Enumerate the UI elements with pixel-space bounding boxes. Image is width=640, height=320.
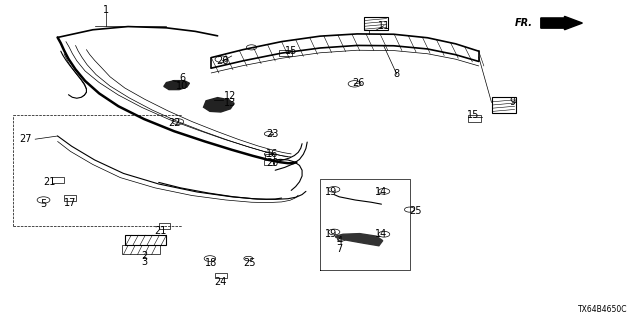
Text: 18: 18 — [205, 258, 218, 268]
Bar — [364, 17, 388, 30]
Text: 8: 8 — [394, 69, 400, 79]
Text: 6: 6 — [179, 73, 186, 84]
FancyArrow shape — [541, 16, 582, 30]
Text: 15: 15 — [285, 46, 298, 56]
Text: 5: 5 — [40, 199, 47, 209]
Bar — [264, 160, 274, 165]
Bar — [215, 273, 227, 278]
Text: 27: 27 — [19, 134, 32, 144]
Text: 12: 12 — [224, 91, 237, 101]
Text: 4: 4 — [336, 236, 342, 246]
Bar — [64, 195, 76, 201]
Text: 2: 2 — [141, 251, 147, 261]
Text: 19: 19 — [325, 187, 338, 197]
Text: 14: 14 — [374, 187, 387, 197]
Text: 26: 26 — [352, 78, 365, 88]
Text: 17: 17 — [64, 198, 77, 208]
Text: 3: 3 — [141, 257, 147, 268]
Bar — [279, 50, 292, 56]
Text: 16: 16 — [266, 149, 278, 159]
Text: FR.: FR. — [515, 18, 533, 28]
Text: 24: 24 — [214, 276, 227, 287]
Bar — [468, 115, 481, 122]
Text: 20: 20 — [266, 157, 278, 168]
Text: TX64B4650C: TX64B4650C — [578, 305, 627, 314]
Polygon shape — [204, 98, 234, 112]
Text: 10: 10 — [176, 81, 189, 92]
Text: 21: 21 — [44, 177, 56, 188]
Text: 25: 25 — [243, 258, 256, 268]
Text: 11: 11 — [378, 20, 390, 31]
Text: 22: 22 — [168, 118, 180, 128]
Text: 7: 7 — [336, 244, 342, 254]
Bar — [159, 223, 170, 229]
Text: 1: 1 — [102, 4, 109, 15]
Text: 26: 26 — [216, 56, 229, 66]
Bar — [492, 97, 516, 113]
Text: 14: 14 — [374, 229, 387, 239]
Text: 21: 21 — [154, 226, 166, 236]
Text: 9: 9 — [509, 97, 515, 108]
Text: 15: 15 — [467, 110, 480, 120]
Text: 25: 25 — [410, 206, 422, 216]
Bar — [265, 154, 274, 159]
Bar — [52, 177, 64, 183]
Polygon shape — [335, 234, 383, 246]
Text: 13: 13 — [224, 98, 237, 108]
Polygon shape — [164, 81, 189, 90]
Text: 23: 23 — [266, 129, 278, 140]
Text: 19: 19 — [325, 229, 338, 239]
Bar — [122, 245, 160, 254]
